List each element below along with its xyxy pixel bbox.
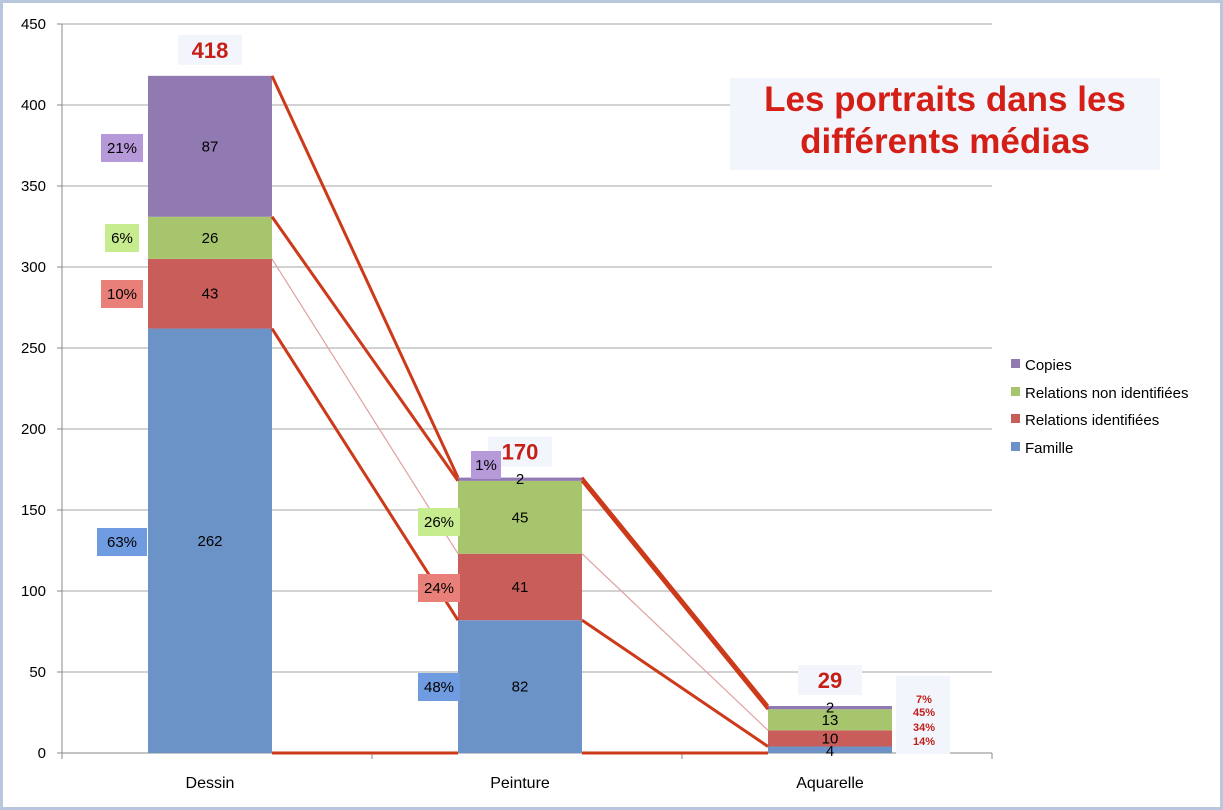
percent-label: 26% <box>424 514 454 531</box>
bar-segment <box>148 328 272 753</box>
axes: 0 50 100 150 200 250 300 350 400 450 Dessin Peintur… <box>21 16 993 792</box>
title-line-1: Les portraits dans les <box>764 80 1126 119</box>
percent-label-small: 14% <box>913 736 935 748</box>
y-tick-label: 150 <box>21 502 46 519</box>
bar-segment <box>458 480 582 554</box>
legend-swatch <box>1011 387 1020 396</box>
legend-label: Relations identifiées <box>1025 412 1159 429</box>
connector-line <box>580 476 770 707</box>
percent-label: 21% <box>107 140 137 157</box>
x-tick-label: Dessin <box>186 775 235 792</box>
total-background <box>798 665 862 696</box>
x-tick-label: Peinture <box>490 775 550 792</box>
bar-segment <box>768 746 892 753</box>
data-label: 26 <box>202 230 219 247</box>
y-tick-label: 100 <box>21 583 46 600</box>
y-tick-label: 300 <box>21 259 46 276</box>
chart-title: Les portraits dans les différents médias <box>730 78 1160 170</box>
data-label: 41 <box>512 579 529 596</box>
data-label: 82 <box>512 679 529 696</box>
data-label: 4 <box>826 743 834 760</box>
percent-box <box>896 676 950 754</box>
bars <box>148 75 892 753</box>
bar-segment <box>148 75 272 217</box>
percent-label: 48% <box>424 679 454 696</box>
title-background <box>730 78 1160 170</box>
y-tick-label: 0 <box>38 745 46 762</box>
title-line-2: différents médias <box>800 122 1090 161</box>
connector-line <box>581 553 769 731</box>
total-background <box>178 34 242 65</box>
percent-badge <box>101 280 143 308</box>
data-label: 87 <box>202 138 219 155</box>
x-tick-label: Aquarelle <box>796 775 864 792</box>
y-tick-label: 400 <box>21 97 46 114</box>
percent-label: 24% <box>424 580 454 597</box>
total-label: 418 <box>192 38 229 63</box>
data-label: 2 <box>826 700 834 717</box>
data-label: 13 <box>822 712 839 729</box>
total-label: 170 <box>502 440 539 465</box>
percent-badge <box>97 528 147 556</box>
percent-badge <box>418 673 460 701</box>
legend-swatch <box>1011 442 1020 451</box>
legend-label: Copies <box>1025 357 1072 374</box>
data-labels: 26243268782414524101324181702963%10%6%21… <box>97 34 950 760</box>
percent-badge <box>471 451 501 479</box>
y-tick-label: 350 <box>21 178 46 195</box>
legend-swatch <box>1011 359 1020 368</box>
y-tick-label: 250 <box>21 340 46 357</box>
connector-line <box>270 327 460 621</box>
data-label: 10 <box>822 730 839 747</box>
legend-swatch <box>1011 414 1020 423</box>
y-tick-label: 50 <box>29 664 46 681</box>
connector-line <box>271 258 459 555</box>
percent-badge <box>105 224 139 252</box>
percent-badge <box>418 508 460 536</box>
connector-line <box>270 75 460 479</box>
bar-segment <box>458 477 582 481</box>
bar-segment <box>458 553 582 621</box>
legend: Copies Relations non identifiées Relations… <box>1011 357 1188 457</box>
legend-label: Famille <box>1025 440 1073 457</box>
bar-segment <box>768 730 892 747</box>
data-label: 2 <box>516 471 524 488</box>
y-tick-label: 200 <box>21 421 46 438</box>
connector-lines <box>270 75 770 755</box>
percent-label-small: 45% <box>913 707 935 719</box>
percent-label: 1% <box>475 457 497 474</box>
percent-label-small: 34% <box>913 722 935 734</box>
percent-label: 6% <box>111 230 133 247</box>
connector-line <box>270 215 460 482</box>
bar-segment <box>768 709 892 731</box>
y-tick-label: 450 <box>21 16 46 33</box>
percent-label: 10% <box>107 286 137 303</box>
data-label: 262 <box>197 533 222 550</box>
bar-segment <box>458 620 582 753</box>
percent-badge <box>418 574 460 602</box>
legend-label: Relations non identifiées <box>1025 385 1188 402</box>
percent-badge <box>101 134 143 162</box>
percent-label: 63% <box>107 534 137 551</box>
bar-segment <box>768 706 892 710</box>
bar-segment <box>148 258 272 329</box>
bar-segment <box>148 216 272 259</box>
total-label: 29 <box>818 668 842 693</box>
data-label: 43 <box>202 286 219 303</box>
percent-label-small: 7% <box>916 694 932 706</box>
connector-line <box>581 618 769 748</box>
data-label: 45 <box>512 509 529 526</box>
connector-line <box>580 479 770 711</box>
